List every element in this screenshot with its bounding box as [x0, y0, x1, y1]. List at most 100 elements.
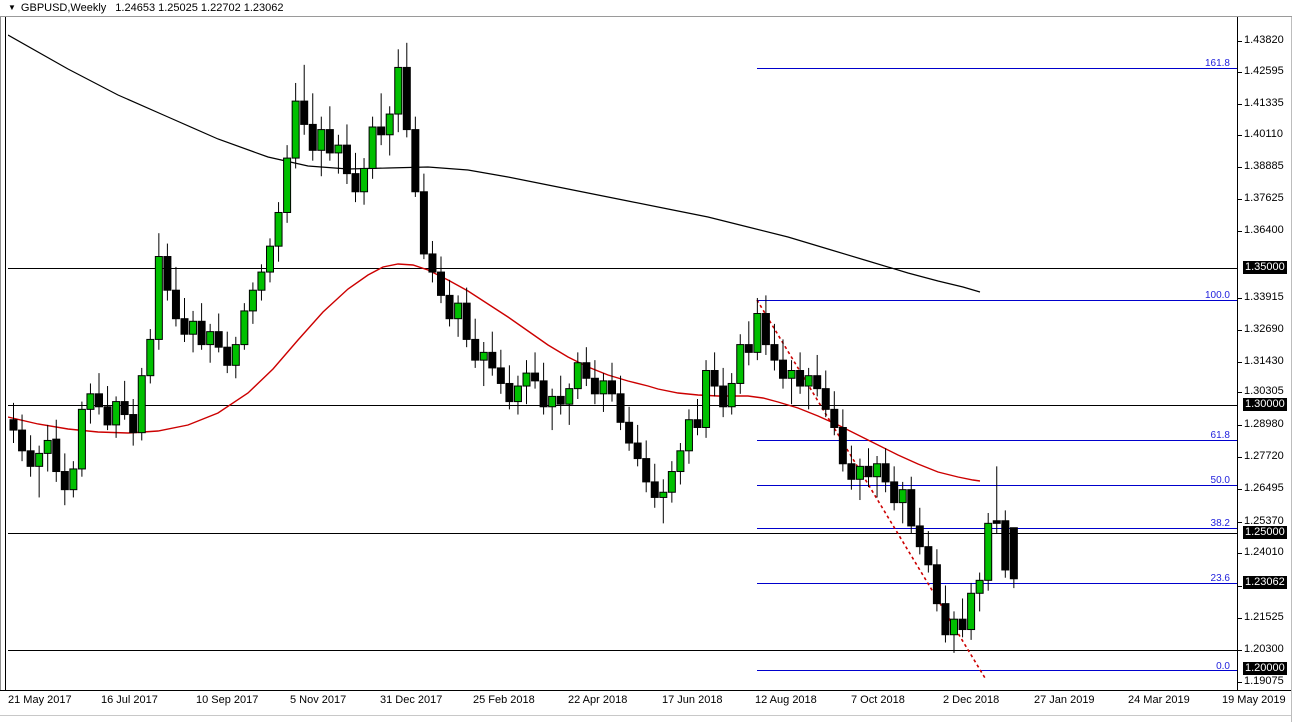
candlestick [676, 443, 685, 485]
candlestick [967, 582, 976, 640]
candlestick [223, 331, 232, 374]
candlestick [650, 463, 659, 508]
candlestick [779, 339, 787, 389]
fibonacci-level-label: 61.8 [1210, 430, 1230, 441]
fibonacci-level-label: 23.6 [1210, 573, 1230, 584]
fibonacci-level-line [757, 583, 1237, 584]
candlestick [950, 611, 958, 653]
price-tick [1238, 425, 1242, 426]
candlestick [86, 383, 95, 424]
price-tick-label: 1.36400 [1244, 224, 1284, 236]
price-tick-label: 1.41335 [1244, 97, 1284, 109]
price-level-line [8, 650, 1237, 651]
price-tick [1238, 682, 1242, 683]
candlestick [770, 323, 779, 371]
fibonacci-level-label: 0.0 [1216, 661, 1230, 672]
price-tick-label: 1.42595 [1244, 65, 1284, 77]
chart-plot-area[interactable] [8, 17, 1237, 690]
candlestick [941, 585, 950, 643]
candlestick [112, 396, 121, 438]
candlestick [479, 342, 488, 387]
fibonacci-level-label: 50.0 [1210, 475, 1230, 486]
candlestick [513, 375, 522, 415]
candlestick [445, 279, 454, 327]
time-tick-label: 10 Sep 2017 [196, 694, 259, 706]
window-bottom-rule [0, 715, 1292, 716]
candlestick [43, 424, 52, 472]
time-tick-label: 17 Jun 2018 [662, 694, 723, 706]
candlestick [146, 329, 155, 384]
price-level-badge: 1.35000 [1243, 261, 1287, 274]
fibonacci-level-line [757, 300, 1237, 301]
time-tick-label: 12 Aug 2018 [755, 694, 817, 706]
time-tick-label: 2 Dec 2018 [943, 694, 1000, 706]
candlestick [787, 360, 796, 405]
candlestick [727, 373, 736, 415]
time-axis[interactable]: 21 May 2017 16 Jul 2017 10 Sep 2017 5 Nov 2… [0, 691, 1292, 715]
fibonacci-level-label: 38.2 [1210, 518, 1230, 529]
candlestick [890, 466, 899, 511]
price-tick-label: 1.33915 [1244, 291, 1284, 303]
candlestick [548, 388, 557, 431]
candlestick [368, 116, 377, 179]
price-tick [1238, 330, 1242, 331]
fibonacci-level-line [757, 440, 1237, 441]
candlestick [932, 549, 941, 612]
candlestick [847, 445, 856, 490]
triangle-down-icon[interactable]: ▼ [8, 3, 16, 12]
time-tick-label: 5 Nov 2017 [290, 694, 347, 706]
candlestick [411, 116, 420, 197]
price-tick-label: 1.30305 [1244, 385, 1284, 397]
price-tick [1238, 298, 1242, 299]
fibonacci-level-line [757, 68, 1237, 69]
price-tick [1238, 392, 1242, 393]
time-axis-separator [0, 690, 1292, 691]
candlestick [659, 479, 668, 524]
fibonacci-level-label: 100.0 [1204, 290, 1230, 301]
price-level-line [8, 533, 1237, 534]
candlestick [129, 398, 138, 446]
candlestick [300, 64, 309, 135]
candlestick [616, 375, 625, 431]
price-tick [1238, 489, 1242, 490]
candlestick [437, 256, 445, 304]
candlestick [531, 352, 540, 389]
candlestick [394, 49, 403, 133]
price-tick [1238, 650, 1242, 651]
candlestick [975, 572, 984, 612]
price-tick-label: 1.43820 [1244, 34, 1284, 46]
candlestick [26, 435, 35, 477]
plot-left-border-outer [0, 17, 1, 690]
candlestick [35, 445, 44, 498]
time-tick-label: 31 Dec 2017 [380, 694, 443, 706]
fibonacci-level-line [757, 670, 1237, 671]
candlestick [308, 93, 317, 161]
ohlc-quote-label: 1.24653 1.25025 1.22702 1.23062 [115, 2, 284, 14]
fibonacci-level-label: 161.8 [1204, 58, 1230, 69]
price-level-badge: 1.30000 [1243, 398, 1287, 411]
candlestick [719, 367, 728, 418]
candlestick [590, 360, 599, 405]
candlestick [838, 409, 847, 472]
candlestick [137, 367, 146, 441]
symbol-timeframe-label: GBPUSD,Weekly [20, 2, 107, 14]
candlestick [52, 419, 61, 482]
candlestick [334, 134, 343, 174]
candlestick [736, 334, 745, 394]
candlestick [360, 158, 369, 205]
candlestick [402, 42, 411, 138]
candlestick [496, 349, 505, 394]
price-axis[interactable]: 1.43820 1.42595 1.41335 1.40110 1.38885 1.376… [1238, 17, 1292, 690]
candlestick [702, 360, 711, 438]
candlestick [257, 264, 266, 301]
candlestick [830, 391, 839, 436]
candlestick [428, 240, 437, 283]
price-tick-label: 1.31430 [1244, 355, 1284, 367]
candlestick [761, 295, 770, 355]
price-tick-label: 1.20300 [1244, 643, 1284, 655]
candlestick [984, 512, 993, 591]
candlestick [667, 461, 676, 503]
price-tick [1238, 72, 1242, 73]
candlestick [1001, 510, 1010, 578]
